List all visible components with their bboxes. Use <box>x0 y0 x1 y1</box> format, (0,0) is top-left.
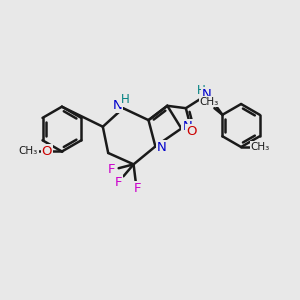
Text: O: O <box>186 125 196 138</box>
Text: CH₃: CH₃ <box>200 97 219 106</box>
Text: H: H <box>121 93 130 106</box>
Text: N: N <box>157 141 167 154</box>
Text: F: F <box>114 176 122 189</box>
Text: N: N <box>202 88 211 101</box>
Text: N: N <box>112 99 122 112</box>
Text: H: H <box>197 84 206 97</box>
Text: F: F <box>134 182 141 195</box>
Text: CH₃: CH₃ <box>251 142 270 152</box>
Text: N: N <box>182 120 192 133</box>
Text: CH₃: CH₃ <box>19 146 38 157</box>
Text: O: O <box>42 145 52 158</box>
Text: F: F <box>107 163 115 176</box>
